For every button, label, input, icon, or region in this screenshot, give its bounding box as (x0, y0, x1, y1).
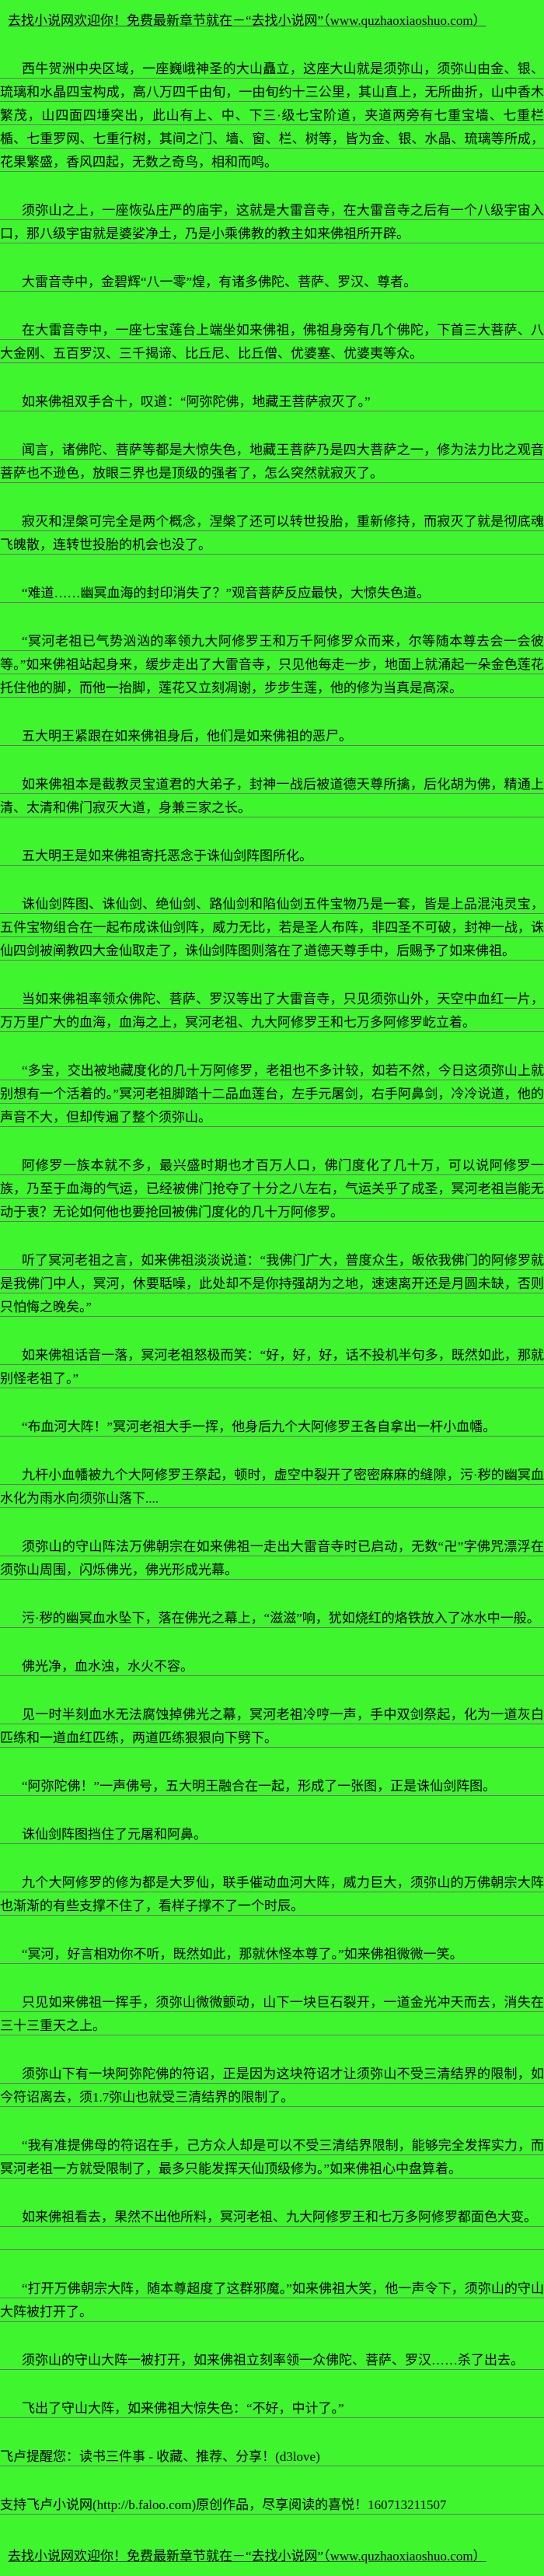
chapter-content: 西牛贺洲中央区域，一座巍峨神圣的大山矗立，这座大山就是须弥山，须弥山由金、银、琉… (0, 58, 544, 2517)
novel-paragraph: 阿修罗一族本就不多，最兴盛时期也才百万人口，佛门度化了几十万，可以说阿修罗一族，… (0, 1154, 544, 1224)
novel-paragraph: 须弥山下有一块阿弥陀佛的符诏，正是因为这块符诏才让须弥山不受三清结界的限制，如今… (0, 2063, 544, 2109)
novel-paragraph: 九杆小血幡被九个大阿修罗王祭起，顿时，虚空中裂开了密密麻麻的缝隙，污·秽的幽冥血… (0, 1464, 544, 1510)
novel-paragraph: “难道……幽冥血海的封印消失了？”观音菩萨反应最快，大惊失色道。 (0, 582, 544, 605)
top-promo-link[interactable]: 去找小说网欢迎你！免费最新章节就在－“去找小说网”（www.quzhaoxiao… (8, 13, 486, 28)
novel-paragraph: 污·秽的幽冥血水坠下，落在佛光之幕上，“滋滋”响，犹如烧红的烙铁放入了冰水中一般… (0, 1607, 544, 1630)
novel-paragraph: 飞卢提醒您：读书三件事 - 收藏、推荐、分享！(d3love) (0, 2445, 544, 2469)
novel-paragraph: 如来佛祖话音一落，冥河老祖怒极而笑：“好，好，好，话不投机半句多，既然如此，那就… (0, 1344, 544, 1391)
novel-paragraph: 五大明王是如来佛祖寄托恶念于诛仙剑阵图所化。 (0, 845, 544, 868)
novel-paragraph: 当如来佛祖率领众佛陀、菩萨、罗汉等出了大雷音寺，只见须弥山外，天空中血红一片，万… (0, 988, 544, 1034)
novel-paragraph: 在大雷音寺中，一座七宝莲台上端坐如来佛祖，佛祖身旁有几个佛陀，下首三大菩萨、八大… (0, 319, 544, 366)
novel-paragraph: 见一时半刻血水无法腐蚀掉佛光之幕，冥河老祖冷哼一声，手中双剑祭起，化为一道灰白匹… (0, 1703, 544, 1750)
novel-paragraph: “阿弥陀佛！”一声佛号，五大明王融合在一起，形成了一张图，正是诛仙剑阵图。 (0, 1775, 544, 1798)
novel-paragraph: 大雷音寺中，金碧辉“八一零”煌，有诸多佛陀、菩萨、罗汉、尊者。 (0, 271, 544, 294)
novel-paragraph: 如来佛祖双手合十，叹道：“阿弥陀佛，地藏王菩萨寂灭了。” (0, 390, 544, 414)
novel-paragraph: 飞出了守山大阵，如来佛祖大惊失色：“不好，中计了。” (0, 2397, 544, 2420)
novel-paragraph: 须弥山的守山大阵一被打开，如来佛祖立刻率领一众佛陀、菩萨、罗汉……杀了出去。 (0, 2349, 544, 2372)
novel-paragraph: 五大明王紧跟在如来佛祖身后，他们是如来佛祖的恶尸。 (0, 725, 544, 748)
novel-paragraph: 须弥山之上，一座恢弘庄严的庙宇，这就是大雷音寺，在大雷音寺之后有一个八级宇宙入口… (0, 199, 544, 246)
novel-paragraph: 如来佛祖看去，果然不出他所料，冥河老祖、九大阿修罗王和七万多阿修罗都面色大变。 (0, 2206, 544, 2252)
novel-paragraph: 诛仙剑阵图、诛仙剑、绝仙剑、路仙剑和陷仙剑五件宝物乃是一套，皆是上品混沌灵宝，五… (0, 893, 544, 963)
novel-paragraph: 听了冥河老祖之言，如来佛祖淡淡说道：“我佛门广大，普度众生，皈依我佛门的阿修罗就… (0, 1249, 544, 1319)
novel-paragraph: “我有准提佛母的符诏在手，己方众人却是可以不受三清结界限制，能够完全发挥实力，而… (0, 2134, 544, 2181)
novel-paragraph: 如来佛祖本是截教灵宝道君的大弟子，封神一战后被道德天尊所擒，后化胡为佛，精通上清… (0, 773, 544, 820)
novel-paragraph: 西牛贺洲中央区域，一座巍峨神圣的大山矗立，这座大山就是须弥山，须弥山由金、银、琉… (0, 58, 544, 174)
novel-paragraph: 只见如来佛祖一挥手，须弥山微微颤动，山下一块巨石裂开，一道金光冲天而去，消失在三… (0, 1991, 544, 2038)
novel-paragraph: “打开万佛朝宗大阵，随本尊超度了这群邪魔。”如来佛祖大笑，他一声令下，须弥山的守… (0, 2277, 544, 2324)
novel-paragraph: 佛光净，血水浊，水火不容。 (0, 1655, 544, 1678)
bottom-promo-link[interactable]: 去找小说网欢迎你！免费最新章节就在－“去找小说网”（www.quzhaoxiao… (8, 2549, 486, 2564)
novel-paragraph: 寂灭和涅槃可完全是两个概念，涅槃了还可以转世投胎，重新修持，而寂灭了就是彻底魂飞… (0, 510, 544, 557)
novel-paragraph: 诛仙剑阵图挡住了元屠和阿鼻。 (0, 1823, 544, 1846)
novel-paragraph: 九个大阿修罗的修为都是大罗仙，联手催动血河大阵，威力巨大，须弥山的万佛朝宗大阵也… (0, 1871, 544, 1918)
novel-paragraph: “冥河，好言相劝你不听，既然如此，那就休怪本尊了。”如来佛祖微微一笑。 (0, 1943, 544, 1966)
novel-paragraph: 闻言，诸佛陀、菩萨等都是大惊失色，地藏王菩萨乃是四大菩萨之一，修为法力比之观音菩… (0, 439, 544, 485)
novel-paragraph: 须弥山的守山阵法万佛朝宗在如来佛祖一走出大雷音寺时已启动，无数“卍”字佛咒漂浮在… (0, 1535, 544, 1582)
novel-paragraph: 支持飞卢小说网(http://b.faloo.com)原创作品，尽享阅读的喜悦！… (0, 2494, 544, 2517)
novel-paragraph: “冥河老祖已气势汹汹的率领九大阿修罗王和万千阿修罗众而来，尔等随本尊去会一会彼等… (0, 630, 544, 700)
novel-paragraph: “布血河大阵！”冥河老祖大手一挥，他身后九个大阿修罗王各自拿出一杆小血幡。 (0, 1416, 544, 1439)
novel-paragraph: “多宝，交出被地藏度化的几十万阿修罗，老祖也不多计较，如若不然，今日这须弥山上就… (0, 1059, 544, 1129)
